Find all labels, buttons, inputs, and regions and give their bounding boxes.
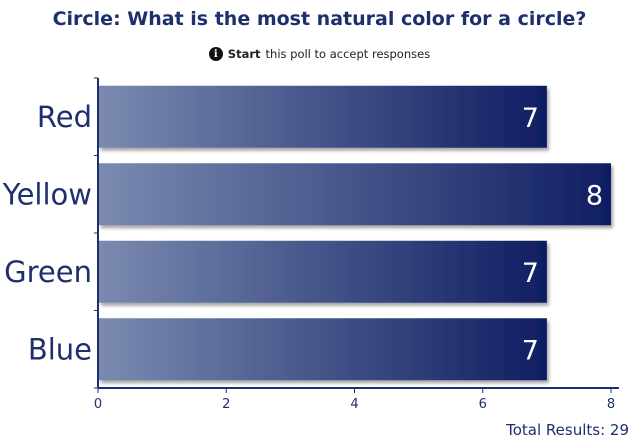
data-label: 8	[586, 180, 603, 211]
bar-yellow	[99, 163, 611, 226]
poll-title: Circle: What is the most natural color f…	[52, 8, 587, 30]
x-tick-label: 2	[222, 397, 230, 412]
x-tick-label: 0	[94, 397, 102, 412]
data-label: 7	[522, 103, 539, 134]
category-label: Red	[37, 100, 92, 134]
x-tick-label: 6	[479, 397, 487, 412]
x-tick-label: 8	[607, 397, 615, 412]
data-label: 7	[522, 258, 539, 289]
bar-blue	[99, 318, 547, 381]
accept-responses-text: this poll to accept responses	[265, 47, 431, 61]
category-label: Green	[4, 255, 92, 289]
x-tick-label: 4	[350, 397, 358, 412]
bar-red	[99, 85, 547, 148]
info-icon: i	[208, 47, 223, 61]
total-results: Total Results: 29	[506, 421, 629, 439]
start-poll-link[interactable]: Start	[227, 47, 261, 61]
bar-green	[99, 240, 547, 303]
category-label: Yellow	[2, 177, 92, 211]
category-label: Blue	[28, 332, 92, 366]
data-label: 7	[522, 335, 539, 366]
poll-status-line: i Start this poll to accept responses	[0, 47, 639, 61]
